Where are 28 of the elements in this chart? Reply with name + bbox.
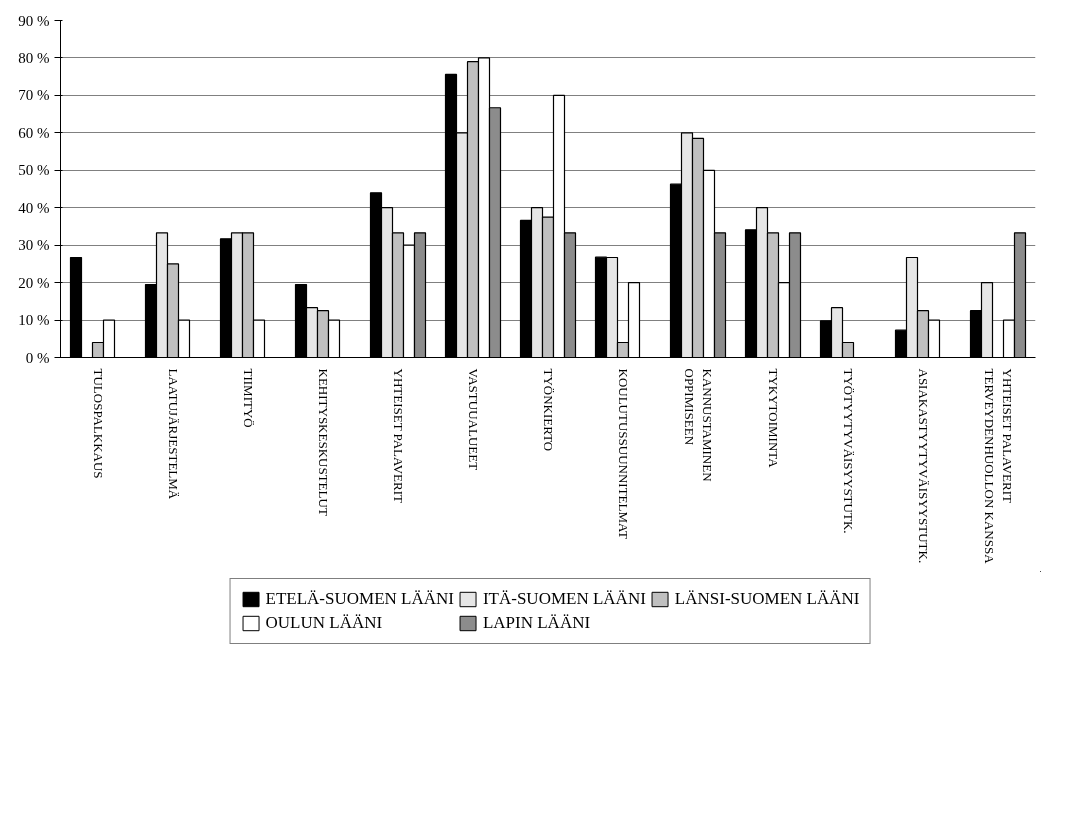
y-tick-label: 10 % xyxy=(18,312,50,329)
x-tick-label: YHTEISET PALAVERIT TERVEYDENHUOLLON KANSSA xyxy=(981,368,1015,565)
y-tick-label: 70 % xyxy=(18,87,50,104)
x-tick-label: LAATUJÄRJESTELMÄ xyxy=(165,368,181,500)
y-tick-label: 80 % xyxy=(18,49,50,66)
y-tick-label: 90 % xyxy=(18,12,50,29)
legend-label: OULUN LÄÄNI xyxy=(265,613,383,633)
x-tick-label: TYKYTOIMINTA xyxy=(765,368,781,469)
x-tick-label: YHTEISET PALAVERIT xyxy=(390,368,406,504)
x-tick-label: ASIAKASTYYTYVÄISYYSTUTK. xyxy=(915,368,931,564)
x-tick-label: TYÖNKIERTO xyxy=(540,368,556,452)
x-tick-label: TYÖTYYTYVÄISYYSTUTK. xyxy=(840,368,856,534)
y-tick-label: 40 % xyxy=(18,199,50,216)
x-tick-label: KOULUTUSSUUNNITELMAT xyxy=(615,368,631,539)
y-tick-label: 30 % xyxy=(18,237,50,254)
y-tick-label: 60 % xyxy=(18,124,50,141)
y-tick-label: 50 % xyxy=(18,162,50,179)
y-tick-label: 0 % xyxy=(25,349,50,366)
y-tick-label: 20 % xyxy=(18,274,50,291)
legend-label: LAPIN LÄÄNI xyxy=(482,613,591,633)
legend-label: LÄNSI-SUOMEN LÄÄNI xyxy=(674,589,860,609)
legend-label: ETELÄ-SUOMEN LÄÄNI xyxy=(265,589,454,609)
x-tick-label: KANNUSTAMINEN OPPIMISEEN xyxy=(681,368,715,483)
x-tick-label: VASTUUALUEET xyxy=(465,368,481,471)
x-tick-label: TULOSPALKKAUS xyxy=(90,368,106,479)
x-tick-label: TIIMITYÖ xyxy=(240,368,256,428)
legend-label: ITÄ-SUOMEN LÄÄNI xyxy=(482,589,646,609)
x-tick-label: KEHITYSKESKUSTELUT xyxy=(315,368,331,516)
